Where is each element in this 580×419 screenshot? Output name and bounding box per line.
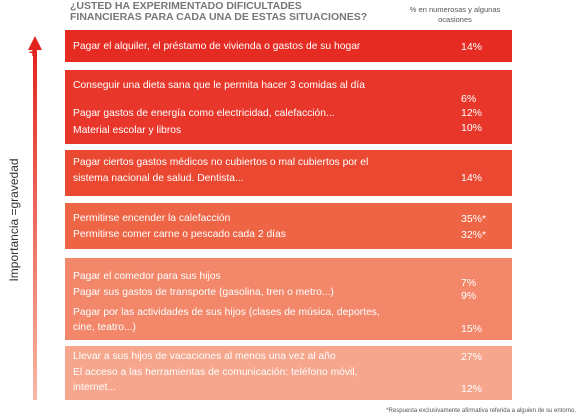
item-text: Permitirse encender la calefacción: [73, 213, 231, 224]
footnote: *Respuesta exclusivamente afirmativa ref…: [386, 408, 576, 414]
item-value: 7%: [461, 277, 477, 289]
item-value: 32%*: [461, 229, 487, 241]
item-text: Pagar ciertos gastos médicos no cubierto…: [73, 157, 369, 168]
item-text: Material escolar y libros: [73, 125, 182, 136]
item-value: 12%: [461, 107, 483, 119]
item-value: 14%: [461, 41, 483, 53]
column-note-line: % en numerosas y algunas: [409, 5, 501, 14]
item-text: cine, teatro...): [73, 322, 136, 333]
item-value: 27%: [461, 351, 483, 363]
item-value: 15%: [461, 323, 483, 335]
item-value: 10%: [461, 122, 483, 134]
top-marker: +: [29, 44, 38, 60]
item-text: Llevar a sus hijos de vacaciones al meno…: [73, 351, 336, 362]
group-box: [65, 346, 512, 400]
item-text: Pagar sus gastos de transporte (gasolina…: [73, 287, 334, 298]
item-text: El acceso a las herramientas de comunica…: [73, 367, 358, 378]
item-text: Conseguir una dieta sana que le permita …: [73, 80, 365, 91]
column-note-line: ocasiones: [438, 15, 472, 24]
title-line: ¿USTED HA EXPERIMENTADO DIFICULTADES: [70, 0, 302, 12]
group-box: [65, 30, 512, 62]
item-text: Pagar gastos de energía como electricida…: [73, 108, 335, 119]
item-text: Pagar el comedor para sus hijos: [73, 271, 221, 282]
item-value: 12%: [461, 383, 483, 395]
group-box: [65, 258, 512, 340]
item-value: 6%: [461, 93, 477, 105]
group-box: [65, 203, 512, 249]
group-box: [65, 150, 512, 196]
axis-label: Importancia =gravedad: [7, 158, 21, 282]
item-text: Pagar por las actividades de sus hijos (…: [73, 307, 380, 318]
item-value: 35%*: [461, 213, 487, 225]
item-value: 14%: [461, 172, 483, 184]
title-line: FINANCIERAS PARA CADA UNA DE ESTAS SITUA…: [70, 11, 368, 23]
column-note: % en numerosas y algunas ocasiones: [385, 5, 525, 25]
title: ¿USTED HA EXPERIMENTADO DIFICULTADES FIN…: [70, 1, 367, 23]
item-text: Permitirse comer carne o pescado cada 2 …: [73, 229, 286, 240]
item-text: sistema nacional de salud. Dentista...: [73, 173, 244, 184]
item-value: 9%: [461, 290, 477, 302]
arrow-head: [28, 36, 42, 50]
item-text: Pagar el alquiler, el préstamo de vivien…: [73, 41, 361, 52]
item-text: internet...: [73, 382, 116, 393]
arrow-shaft: [33, 48, 37, 400]
group-box: [65, 70, 512, 144]
importance-arrow: [28, 36, 42, 400]
